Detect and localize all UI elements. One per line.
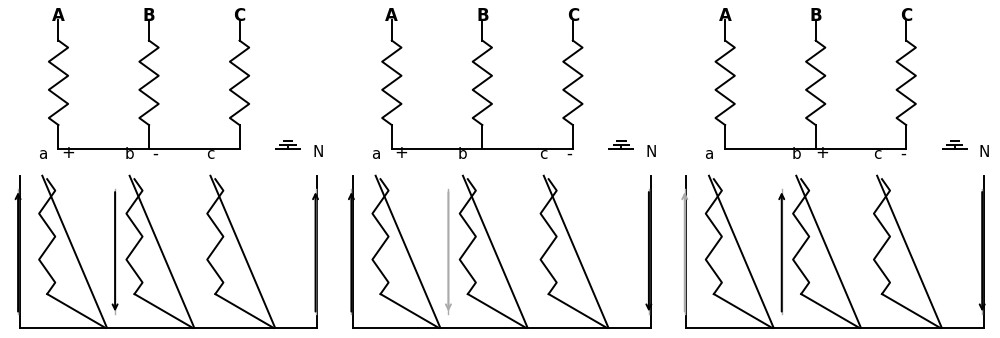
Text: N: N xyxy=(979,145,990,160)
Text: N: N xyxy=(646,145,657,160)
Text: -: - xyxy=(567,144,573,162)
Text: B: B xyxy=(143,7,155,25)
Text: +: + xyxy=(395,144,408,162)
Text: b: b xyxy=(791,147,801,162)
Text: c: c xyxy=(206,147,215,162)
Text: B: B xyxy=(809,7,822,25)
Text: +: + xyxy=(61,144,75,162)
Text: C: C xyxy=(900,7,912,25)
Text: -: - xyxy=(153,144,158,162)
Text: A: A xyxy=(52,7,65,25)
Text: C: C xyxy=(567,7,579,25)
Text: A: A xyxy=(719,7,732,25)
Text: A: A xyxy=(385,7,398,25)
Text: a: a xyxy=(704,147,714,162)
Text: C: C xyxy=(233,7,246,25)
Text: b: b xyxy=(125,147,135,162)
Text: +: + xyxy=(815,144,829,162)
Text: B: B xyxy=(476,7,489,25)
Text: a: a xyxy=(38,147,47,162)
Text: a: a xyxy=(371,147,380,162)
Text: -: - xyxy=(900,144,906,162)
Text: N: N xyxy=(312,145,324,160)
Text: c: c xyxy=(873,147,881,162)
Text: c: c xyxy=(540,147,548,162)
Text: b: b xyxy=(458,147,468,162)
